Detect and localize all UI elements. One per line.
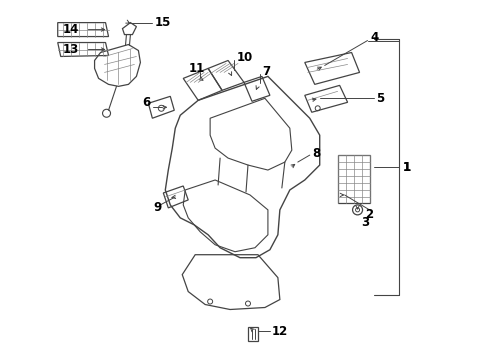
- Text: 8: 8: [313, 147, 321, 159]
- Text: 7: 7: [262, 65, 270, 78]
- Text: 11: 11: [189, 62, 205, 75]
- Text: 3: 3: [362, 216, 369, 229]
- Text: 14: 14: [62, 23, 78, 36]
- Text: 10: 10: [237, 51, 253, 64]
- Text: 4: 4: [370, 31, 379, 44]
- Text: 5: 5: [376, 92, 385, 105]
- Text: 2: 2: [366, 208, 373, 221]
- Text: 15: 15: [154, 16, 171, 29]
- Text: 13: 13: [62, 43, 78, 56]
- Text: 9: 9: [153, 201, 162, 215]
- Text: 6: 6: [142, 96, 150, 109]
- Text: 12: 12: [272, 325, 288, 338]
- Text: 1: 1: [402, 161, 411, 174]
- Text: 1: 1: [402, 161, 411, 174]
